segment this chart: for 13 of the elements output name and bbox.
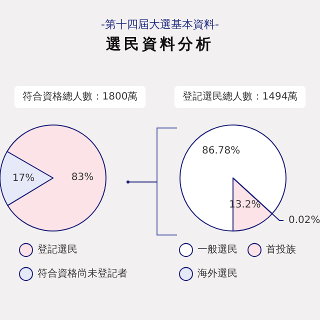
legend-label: 一般選民 bbox=[198, 244, 238, 256]
legend-label: 海外選民 bbox=[198, 268, 238, 280]
data-label: 83% bbox=[71, 172, 94, 184]
chart-title: 符合資格總人數：1800萬 bbox=[22, 90, 138, 102]
chart-title: 登記選民總人數：1494萬 bbox=[182, 90, 298, 102]
data-label: 0.02% bbox=[288, 215, 320, 226]
data-label: 17% bbox=[12, 172, 35, 184]
legend-label: 首投族 bbox=[266, 244, 296, 256]
legend-label: 符合資格尚未登記者 bbox=[38, 268, 128, 280]
text: 選民資料分析 bbox=[105, 35, 215, 54]
data-label: 86.78% bbox=[202, 146, 240, 157]
legend-label: 登記選民 bbox=[38, 244, 78, 256]
text: -第十四屆大選基本資料- bbox=[100, 17, 220, 32]
